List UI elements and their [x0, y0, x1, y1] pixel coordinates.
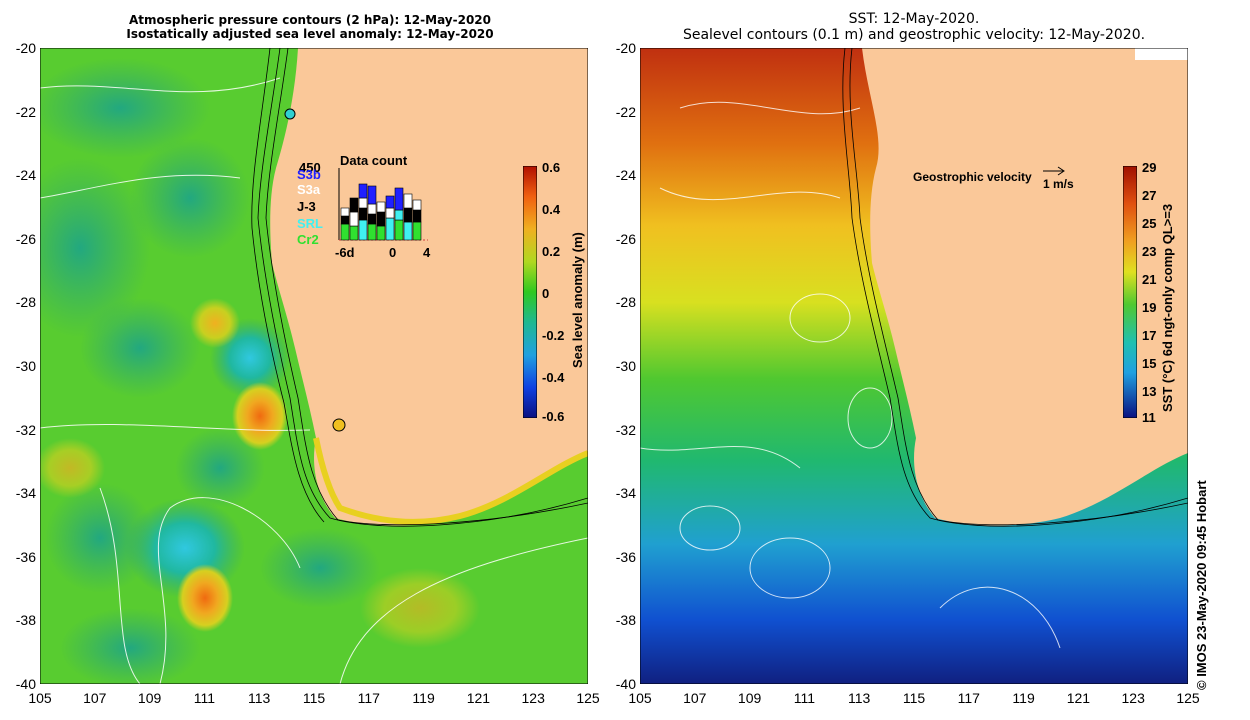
- sst-map: [640, 48, 1188, 684]
- sla-colorbar-title: Sea level anomaly (m): [570, 232, 585, 368]
- x-tick-label: 109: [737, 690, 762, 706]
- y-tick-label: -34: [615, 485, 636, 502]
- velocity-arrow-icon: [1043, 166, 1065, 176]
- left-title-line1: Atmospheric pressure contours (2 hPa): 1…: [128, 13, 491, 27]
- x-tick-label: 121: [1066, 690, 1091, 706]
- y-tick-label: -38: [615, 612, 636, 629]
- sat-label-cr2: Cr2: [297, 232, 319, 247]
- data-count-xlabel-end: 4: [423, 245, 431, 260]
- y-tick-label: -40: [15, 676, 36, 692]
- y-tick-label: -36: [15, 548, 36, 565]
- sst-colorbar-title: SST (°C) 6d ngt-only comp QL>=3: [1160, 203, 1175, 412]
- x-tick-label: 119: [1012, 690, 1035, 706]
- x-tick-label: 111: [793, 690, 816, 706]
- sst-tick: 23: [1142, 244, 1157, 259]
- sst-tick: 13: [1142, 384, 1157, 399]
- y-tick-label: -26: [615, 230, 636, 247]
- sst-tick: 25: [1142, 216, 1157, 231]
- y-tick-label: -24: [15, 167, 36, 184]
- x-tick-label: 105: [28, 690, 52, 706]
- sst-tick: 21: [1142, 272, 1157, 287]
- y-tick-label: -28: [615, 294, 636, 311]
- y-tick-label: -22: [615, 103, 636, 120]
- x-tick-label: 119: [412, 690, 435, 706]
- y-tick-label: -20: [15, 40, 36, 56]
- y-tick-label: -38: [15, 612, 36, 629]
- sat-label-s3a: S3a: [297, 182, 321, 197]
- sst-colorbar: [1123, 166, 1137, 418]
- data-count-chart: [338, 168, 428, 241]
- x-tick-label: 121: [466, 690, 491, 706]
- sat-label-srl: SRL: [297, 216, 323, 231]
- x-tick-label: 115: [902, 690, 926, 706]
- data-count-title: Data count: [340, 153, 408, 168]
- data-count-xlabel-start: -6d: [335, 245, 355, 260]
- y-tick-label: -26: [15, 230, 36, 247]
- sst-tick: 11: [1142, 410, 1156, 425]
- y-tick-label: -22: [15, 103, 36, 120]
- x-tick-label: 117: [357, 690, 380, 706]
- sla-tick: -0.4: [542, 370, 565, 385]
- right-title-line2: Sealevel contours (0.1 m) and geostrophi…: [682, 27, 1146, 43]
- x-tick-label: 107: [83, 690, 107, 706]
- x-tick-label: 109: [137, 690, 162, 706]
- sst-tick: 19: [1142, 300, 1157, 315]
- right-map-title: SST: 12-May-2020. Sealevel contours (0.1…: [640, 11, 1188, 43]
- x-tick-label: 113: [248, 690, 271, 706]
- data-count-max: 450: [299, 160, 321, 175]
- x-tick-label: 111: [193, 690, 216, 706]
- sla-tick: 0.6: [542, 160, 561, 175]
- y-tick-label: -24: [615, 167, 636, 184]
- x-tick-label: 117: [957, 690, 980, 706]
- x-tick-label: 115: [302, 690, 326, 706]
- y-tick-label: -36: [615, 548, 636, 565]
- sat-label-j3: J-3: [297, 199, 316, 214]
- x-tick-label: 123: [1121, 690, 1145, 706]
- sla-tick: -0.6: [542, 409, 565, 424]
- x-tick-label: 113: [848, 690, 871, 706]
- sat-label-s3b: S3b: [297, 167, 321, 182]
- y-tick-label: -30: [615, 358, 636, 374]
- x-tick-label: 125: [576, 690, 600, 706]
- left-title-line2: Isostatically adjusted sea level anomaly…: [126, 27, 494, 41]
- y-tick-label: -34: [15, 485, 36, 502]
- sst-tick: 15: [1142, 356, 1157, 371]
- y-tick-label: -30: [15, 358, 36, 374]
- y-tick-label: -32: [15, 421, 36, 438]
- y-tick-label: -40: [615, 676, 636, 692]
- velocity-legend-scale: 1 m/s: [1043, 177, 1074, 191]
- y-tick-label: -32: [615, 421, 636, 438]
- x-tick-label: 123: [521, 690, 545, 706]
- x-tick-label: 125: [1176, 690, 1200, 706]
- imos-credit: © IMOS 23-May-2020 09:45 Hobart: [1194, 480, 1209, 690]
- sla-tick: 0: [542, 286, 550, 301]
- data-count-xlabel-zero: 0: [389, 245, 397, 260]
- right-title-line1: SST: 12-May-2020.: [848, 11, 980, 27]
- sla-colorbar: [523, 166, 537, 418]
- sla-tick: 0.2: [542, 244, 561, 259]
- velocity-legend-label: Geostrophic velocity: [913, 170, 1032, 184]
- sla-tick: 0.4: [542, 202, 561, 217]
- sst-tick: 17: [1142, 328, 1157, 343]
- sea-level-anomaly-map: [40, 48, 588, 684]
- y-tick-label: -28: [15, 294, 36, 311]
- y-tick-label: -20: [615, 40, 636, 56]
- sst-tick: 29: [1142, 160, 1157, 175]
- sla-tick: -0.2: [542, 328, 565, 343]
- sst-tick: 27: [1142, 188, 1157, 203]
- x-tick-label: 107: [683, 690, 707, 706]
- left-map-title: Atmospheric pressure contours (2 hPa): 1…: [40, 13, 580, 41]
- x-tick-label: 105: [628, 690, 652, 706]
